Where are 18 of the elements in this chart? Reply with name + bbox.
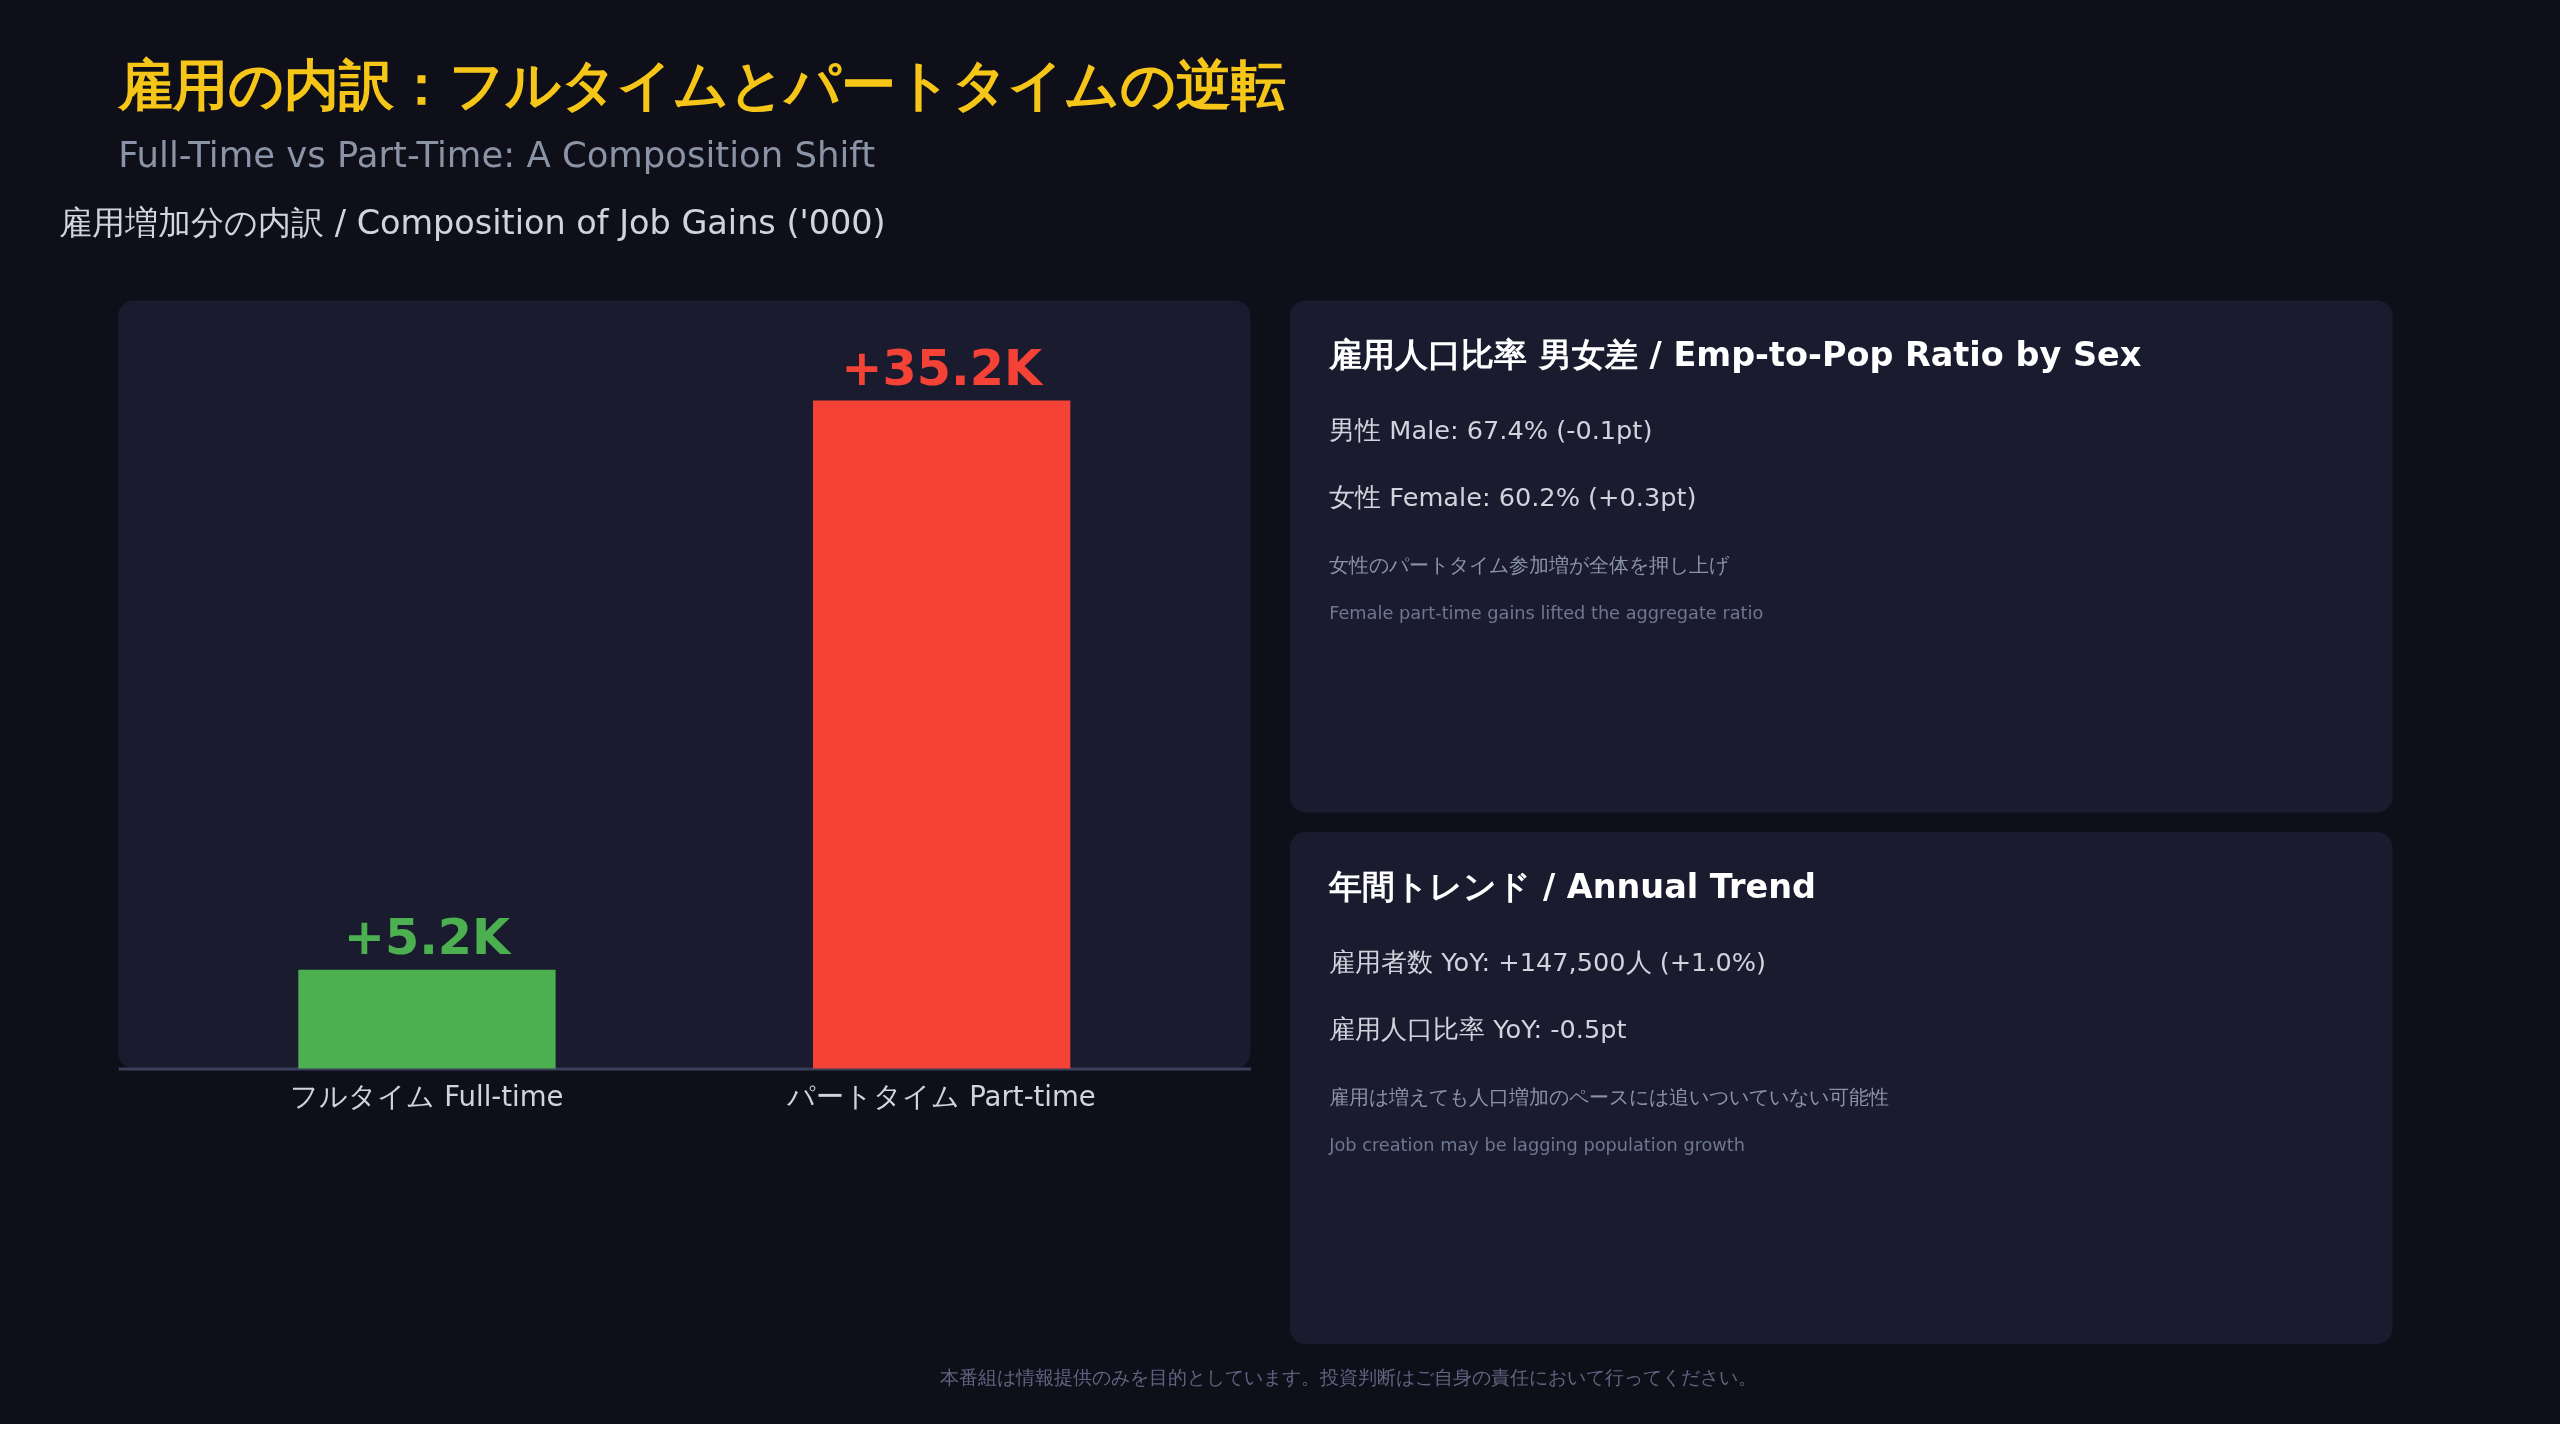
text: 年間トレンド / Annual Trend: [1328, 867, 1816, 907]
chart-title: 雇用増加分の内訳 / Composition of Job Gains ('000): [59, 203, 886, 243]
text: 雇用の内訳：フルタイムとパートタイムの逆転: [117, 52, 1287, 117]
text: 本番組は情報提供のみを目的としています。投資判断はご自身の責任において行ってください。: [940, 1366, 1758, 1388]
text: Job creation may be lagging population growth: [1328, 1135, 1746, 1156]
x-tick-label: フルタイム Full-time: [290, 1080, 564, 1113]
text: 雇用者数 YoY: +147,500人 (+1.0%): [1329, 946, 1767, 977]
text: 男性 Male: 67.4% (-0.1pt): [1329, 415, 1653, 446]
text: 女性のパートタイム参加増が全体を押し上げ: [1329, 554, 1731, 578]
data-label: +5.2K: [343, 908, 513, 967]
text: Female part-time gains lifted the aggregate ratio: [1329, 603, 1764, 624]
text: 女性 Female: 60.2% (+0.3pt): [1329, 482, 1697, 513]
text: 雇用は増えても人口増加のペースには追いついていない可能性: [1329, 1085, 1890, 1109]
text: 雇用人口比率 YoY: -0.5pt: [1329, 1013, 1627, 1044]
text: 雇用人口比率 男女差 / Emp-to-Pop Ratio by Sex: [1328, 335, 2142, 375]
x-tick-label: パートタイム Part-time: [786, 1080, 1096, 1113]
data-label: +35.2K: [841, 338, 1044, 397]
text: Full-Time vs Part-Time: A Composition Shift: [118, 133, 876, 175]
